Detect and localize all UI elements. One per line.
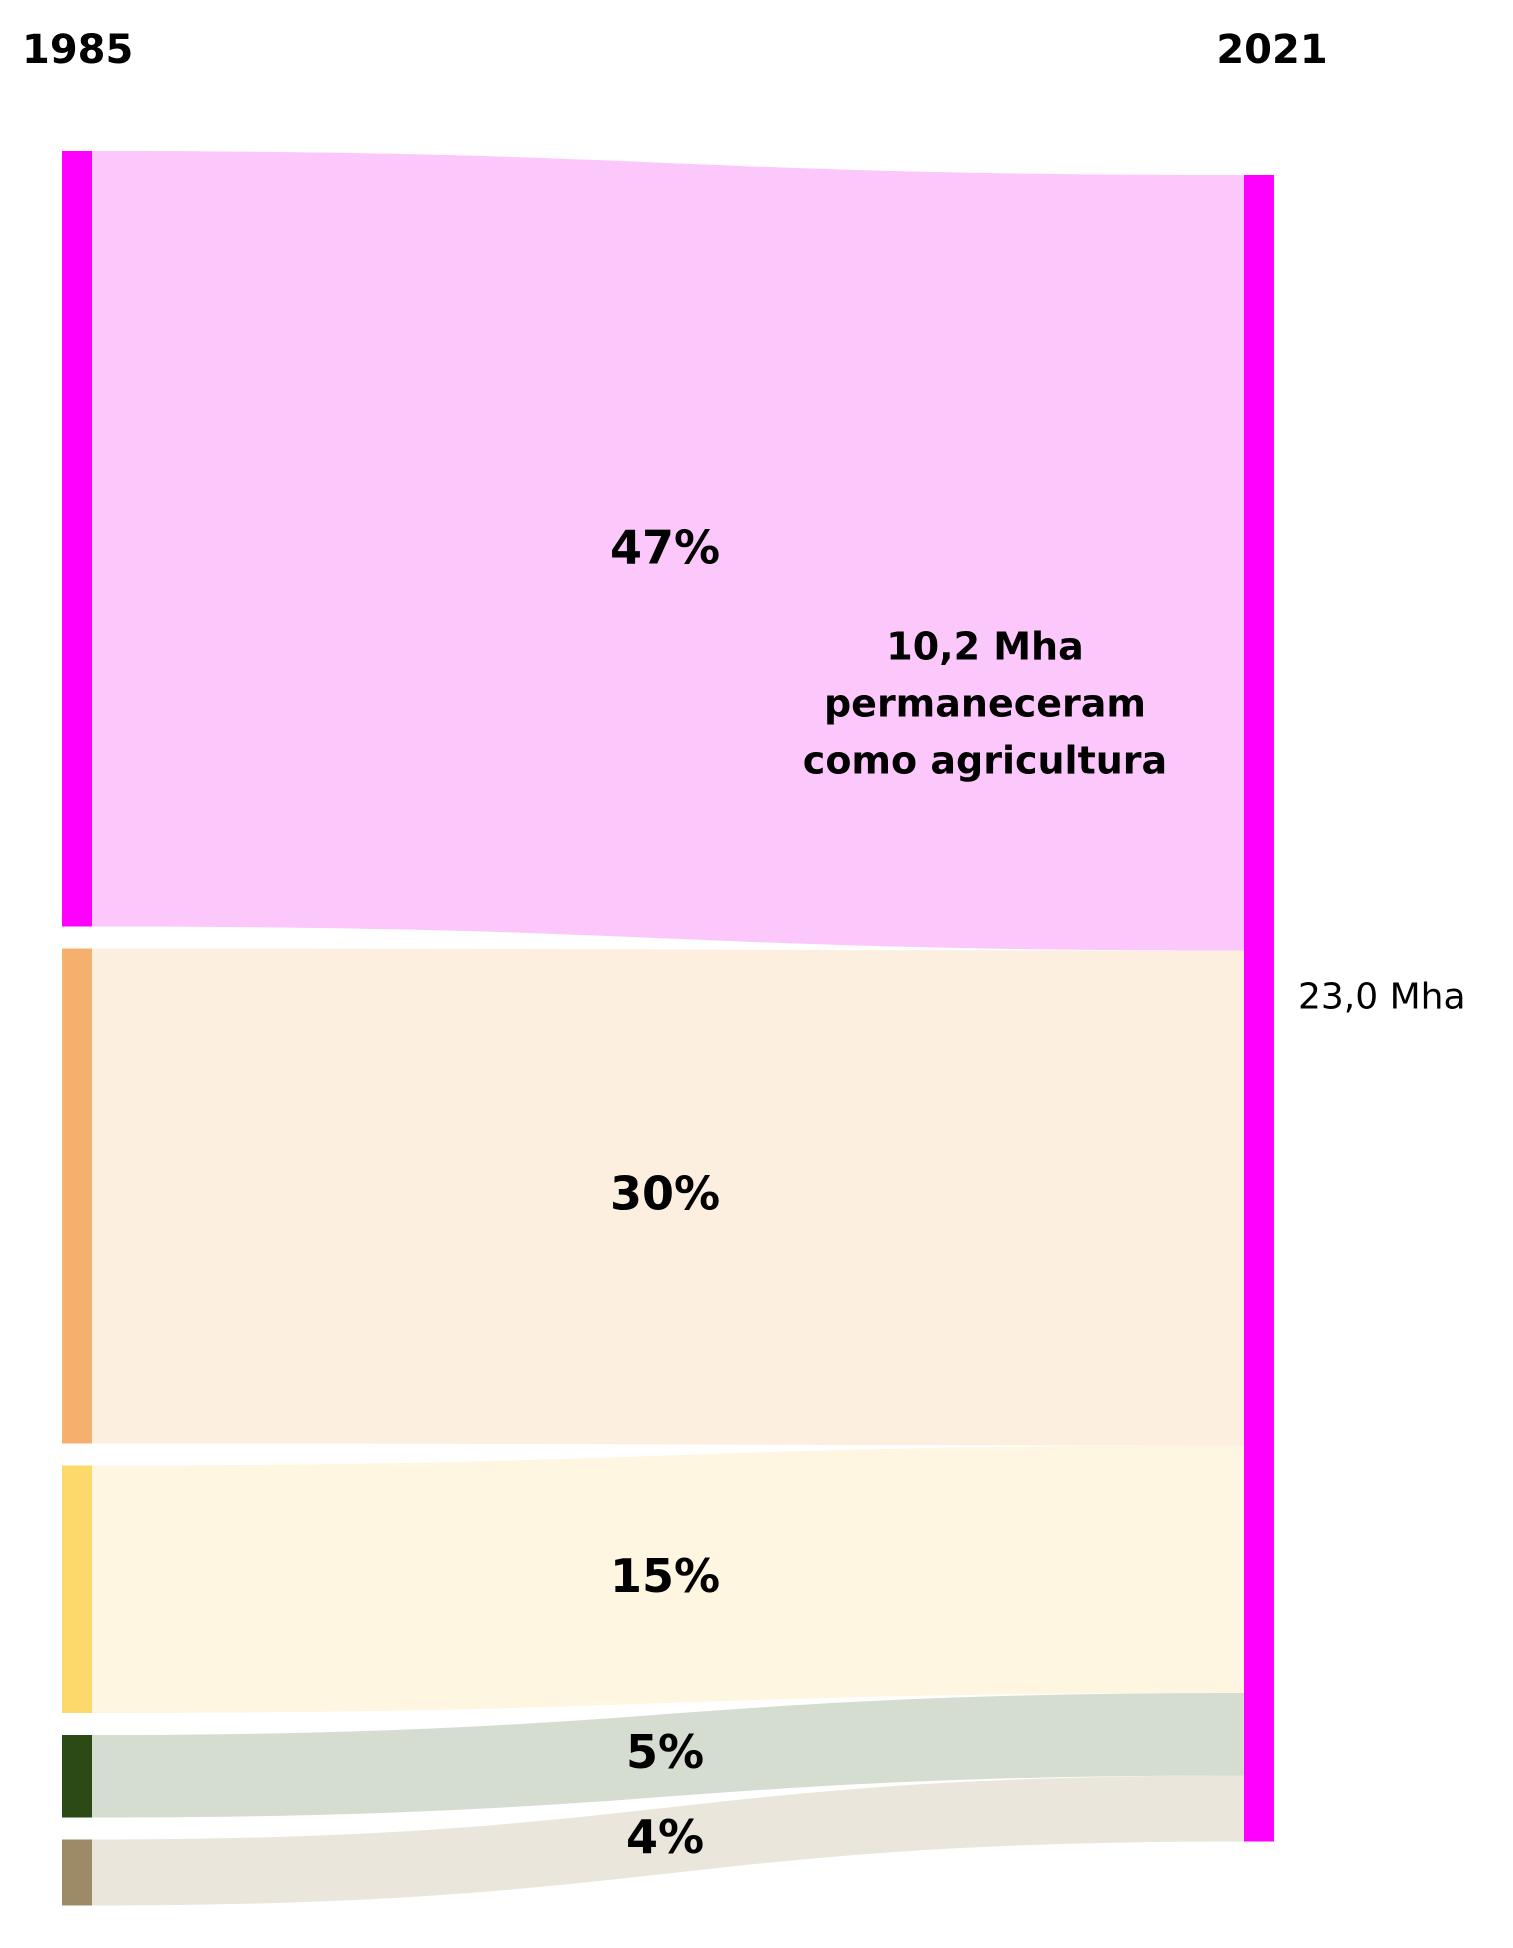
annotation: 10,2 Mha <box>886 625 1084 669</box>
target-label: 2021 <box>1216 27 1327 73</box>
flow-label: 5% <box>626 1725 704 1779</box>
source-label: 1985 <box>22 27 133 73</box>
flow <box>92 1775 1244 1906</box>
flow-label: 4% <box>626 1810 704 1864</box>
source-node <box>62 948 92 1444</box>
flow <box>92 948 1244 1446</box>
source-node <box>62 1465 92 1713</box>
flow-label: 47% <box>610 520 720 574</box>
annotation: como agricultura <box>803 739 1167 783</box>
target-node <box>1244 175 1274 1842</box>
source-node <box>62 1735 92 1818</box>
source-node <box>62 1839 92 1906</box>
annotation: permaneceram <box>824 682 1146 726</box>
flow <box>92 1693 1244 1818</box>
flow-label: 15% <box>610 1549 720 1603</box>
target-value-label: 23,0 Mha <box>1298 976 1466 1017</box>
source-node <box>62 151 92 927</box>
flow <box>92 1445 1244 1713</box>
flow-label: 30% <box>610 1167 720 1221</box>
flow <box>92 151 1244 951</box>
